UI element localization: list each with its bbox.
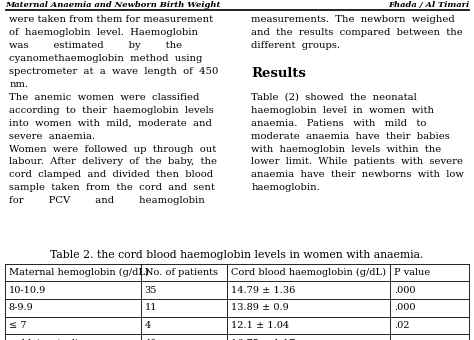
Text: Fhada / Al Timari: Fhada / Al Timari xyxy=(388,1,469,9)
Text: different  groups.: different groups. xyxy=(251,41,340,50)
Text: 12.1 ± 1.04: 12.1 ± 1.04 xyxy=(230,321,289,330)
Text: anaemia.   Patiens   with   mild   to: anaemia. Patiens with mild to xyxy=(251,119,427,128)
Text: .000: .000 xyxy=(394,303,416,312)
Text: Women  were  followed  up  through  out: Women were followed up through out xyxy=(9,144,217,153)
Text: cord  clamped  and  divided  then  blood: cord clamped and divided then blood xyxy=(9,170,214,179)
Text: ≤ 7: ≤ 7 xyxy=(9,321,26,330)
Text: Cord blood haemoglobin (g/dL): Cord blood haemoglobin (g/dL) xyxy=(230,268,385,277)
Text: 35: 35 xyxy=(145,286,157,294)
Text: Table  (2)  showed  the  neonatal: Table (2) showed the neonatal xyxy=(251,93,417,102)
Text: .02: .02 xyxy=(394,321,410,330)
Text: Results: Results xyxy=(251,67,306,80)
Text: The  anemic  women  were  classified: The anemic women were classified xyxy=(9,93,200,102)
Text: measurements.  The  newborn  weighed: measurements. The newborn weighed xyxy=(251,15,455,24)
Text: 11: 11 xyxy=(145,303,157,312)
Text: lower  limit.  While  patients  with  severe: lower limit. While patients with severe xyxy=(251,157,463,166)
Text: 10-10.9: 10-10.9 xyxy=(9,286,46,294)
Text: anaemia  have  their  newborns  with  low: anaemia have their newborns with low xyxy=(251,170,464,179)
Text: 14.79 ± 1.36: 14.79 ± 1.36 xyxy=(230,286,295,294)
Text: cyanomethaemoglobin  method  using: cyanomethaemoglobin method using xyxy=(9,54,203,63)
Text: were taken from them for measurement: were taken from them for measurement xyxy=(9,15,214,24)
Text: P value: P value xyxy=(394,268,430,277)
Text: was        estimated        by        the: was estimated by the xyxy=(9,41,182,50)
Text: 13.89 ± 0.9: 13.89 ± 0.9 xyxy=(230,303,288,312)
Text: of  haemoglobin  level.  Haemoglobin: of haemoglobin level. Haemoglobin xyxy=(9,28,199,37)
Text: for        PCV        and        heamoglobin: for PCV and heamoglobin xyxy=(9,196,205,205)
Text: 4: 4 xyxy=(145,321,151,330)
Text: moderate  anaemia  have  their  babies: moderate anaemia have their babies xyxy=(251,132,450,140)
Text: 8-9.9: 8-9.9 xyxy=(9,303,33,312)
Text: Maternal Anaemia and Newborn Birth Weight: Maternal Anaemia and Newborn Birth Weigh… xyxy=(5,1,220,9)
Text: ≥ 11 (control): ≥ 11 (control) xyxy=(9,339,78,340)
Text: No. of patients: No. of patients xyxy=(145,268,218,277)
Text: Table 2. the cord blood haemoglobin levels in women with anaemia.: Table 2. the cord blood haemoglobin leve… xyxy=(50,250,424,260)
Text: haemoglobin.: haemoglobin. xyxy=(251,183,320,192)
Text: Maternal hemoglobin (g/dL): Maternal hemoglobin (g/dL) xyxy=(9,268,148,277)
Text: 40: 40 xyxy=(145,339,157,340)
Text: 16.75 ± 1.17: 16.75 ± 1.17 xyxy=(230,339,295,340)
Text: spectrometer  at  a  wave  length  of  450: spectrometer at a wave length of 450 xyxy=(9,67,219,76)
Text: and  the  results  compared  between  the: and the results compared between the xyxy=(251,28,463,37)
Text: with  haemoglobin  levels  within  the: with haemoglobin levels within the xyxy=(251,144,441,153)
Text: haemoglobin  level  in  women  with: haemoglobin level in women with xyxy=(251,106,434,115)
Text: sample  taken  from  the  cord  and  sent: sample taken from the cord and sent xyxy=(9,183,215,192)
Text: .000: .000 xyxy=(394,286,416,294)
Text: into  women  with  mild,  moderate  and: into women with mild, moderate and xyxy=(9,119,212,128)
Text: nm.: nm. xyxy=(9,80,28,89)
Text: according  to  their  haemoglobin  levels: according to their haemoglobin levels xyxy=(9,106,214,115)
Text: severe  anaemia.: severe anaemia. xyxy=(9,132,96,140)
Text: labour.  After  delivery  of  the  baby,  the: labour. After delivery of the baby, the xyxy=(9,157,218,166)
